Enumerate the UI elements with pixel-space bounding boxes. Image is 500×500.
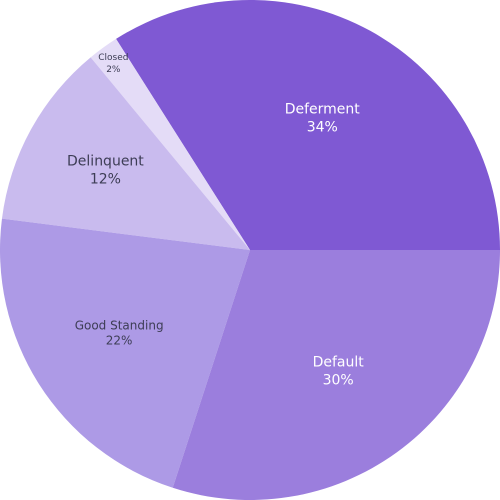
slice-name-label: Closed — [98, 53, 128, 63]
pie-slice-delinquent — [1, 57, 250, 250]
pie-labels: Deferment 34% Closed 2% Delinquent 12% Good St… — [67, 53, 364, 388]
slice-name-label: Good Standing — [75, 319, 164, 333]
slice-name-label: Default — [313, 354, 365, 370]
pie-slice-deferment — [116, 0, 500, 251]
slice-name-label: Delinquent — [67, 154, 144, 170]
slice-percent-label: 34% — [307, 120, 338, 136]
slice-percent-label: 2% — [106, 65, 121, 75]
slice-name-label: Deferment — [285, 102, 361, 118]
pie-slice-good-standing — [0, 218, 250, 488]
pie-slice-closed — [90, 38, 250, 251]
slice-percent-label: 22% — [106, 334, 133, 348]
slice-percent-label: 30% — [323, 372, 354, 388]
pie-slice-default — [172, 250, 500, 500]
slice-percent-label: 12% — [90, 172, 121, 188]
